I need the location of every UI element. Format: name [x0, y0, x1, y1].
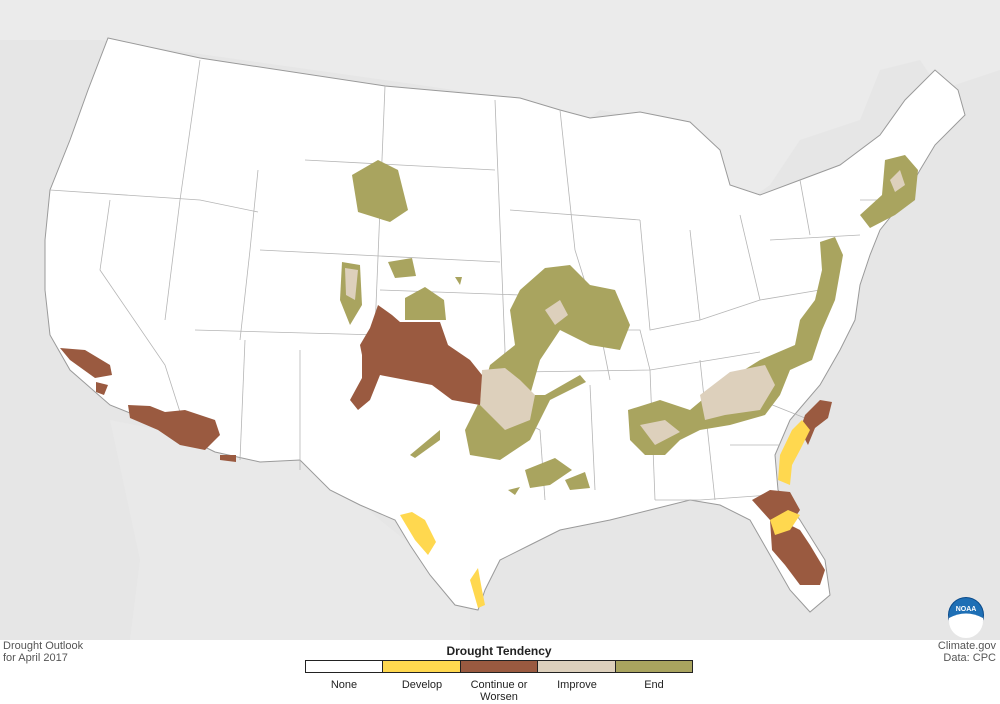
- legend-label-continue: Continue or Worsen: [460, 679, 538, 703]
- legend-label-end: End: [644, 679, 664, 691]
- drought-continue-regions: [60, 305, 832, 585]
- legend-title: Drought Tendency: [446, 644, 552, 658]
- legend-label-improve: Improve: [557, 679, 597, 691]
- legend-swatch-develop: [383, 661, 461, 672]
- noaa-logo: NOAA: [948, 597, 984, 638]
- legend-swatch-improve: [538, 661, 616, 672]
- legend-swatch-end: [615, 661, 693, 672]
- mexico-landmass: [110, 420, 470, 640]
- credit-line2: Data: CPC: [943, 652, 996, 664]
- legend-swatch-none: [306, 661, 384, 672]
- drought-develop-regions: [400, 420, 810, 608]
- map-title: Drought Outlook for April 2017: [3, 640, 83, 664]
- map-title-line2: for April 2017: [3, 652, 68, 664]
- legend-bar: [305, 660, 693, 673]
- canada-landmass: [0, 0, 1000, 220]
- map-credit: Climate.gov Data: CPC: [938, 640, 996, 664]
- map-area: NOAA: [0, 0, 1000, 640]
- legend-swatch-continue: [460, 661, 539, 672]
- drought-improve-regions: [345, 170, 905, 445]
- drought-map: NOAA: [0, 0, 1000, 640]
- legend-label-develop: Develop: [401, 679, 443, 691]
- legend-label-continue-line1: Continue or: [470, 679, 528, 691]
- legend-label-continue-line2: Worsen: [480, 691, 518, 703]
- credit-line1: Climate.gov: [937, 640, 996, 652]
- usa-landmass: [44, 37, 966, 613]
- map-title-line1: Drought Outlook: [3, 640, 84, 652]
- legend-label-none: None: [330, 679, 358, 691]
- noaa-logo-text: NOAA: [956, 606, 977, 613]
- map-footer: Drought Outlook for April 2017 Drought T…: [0, 640, 1000, 704]
